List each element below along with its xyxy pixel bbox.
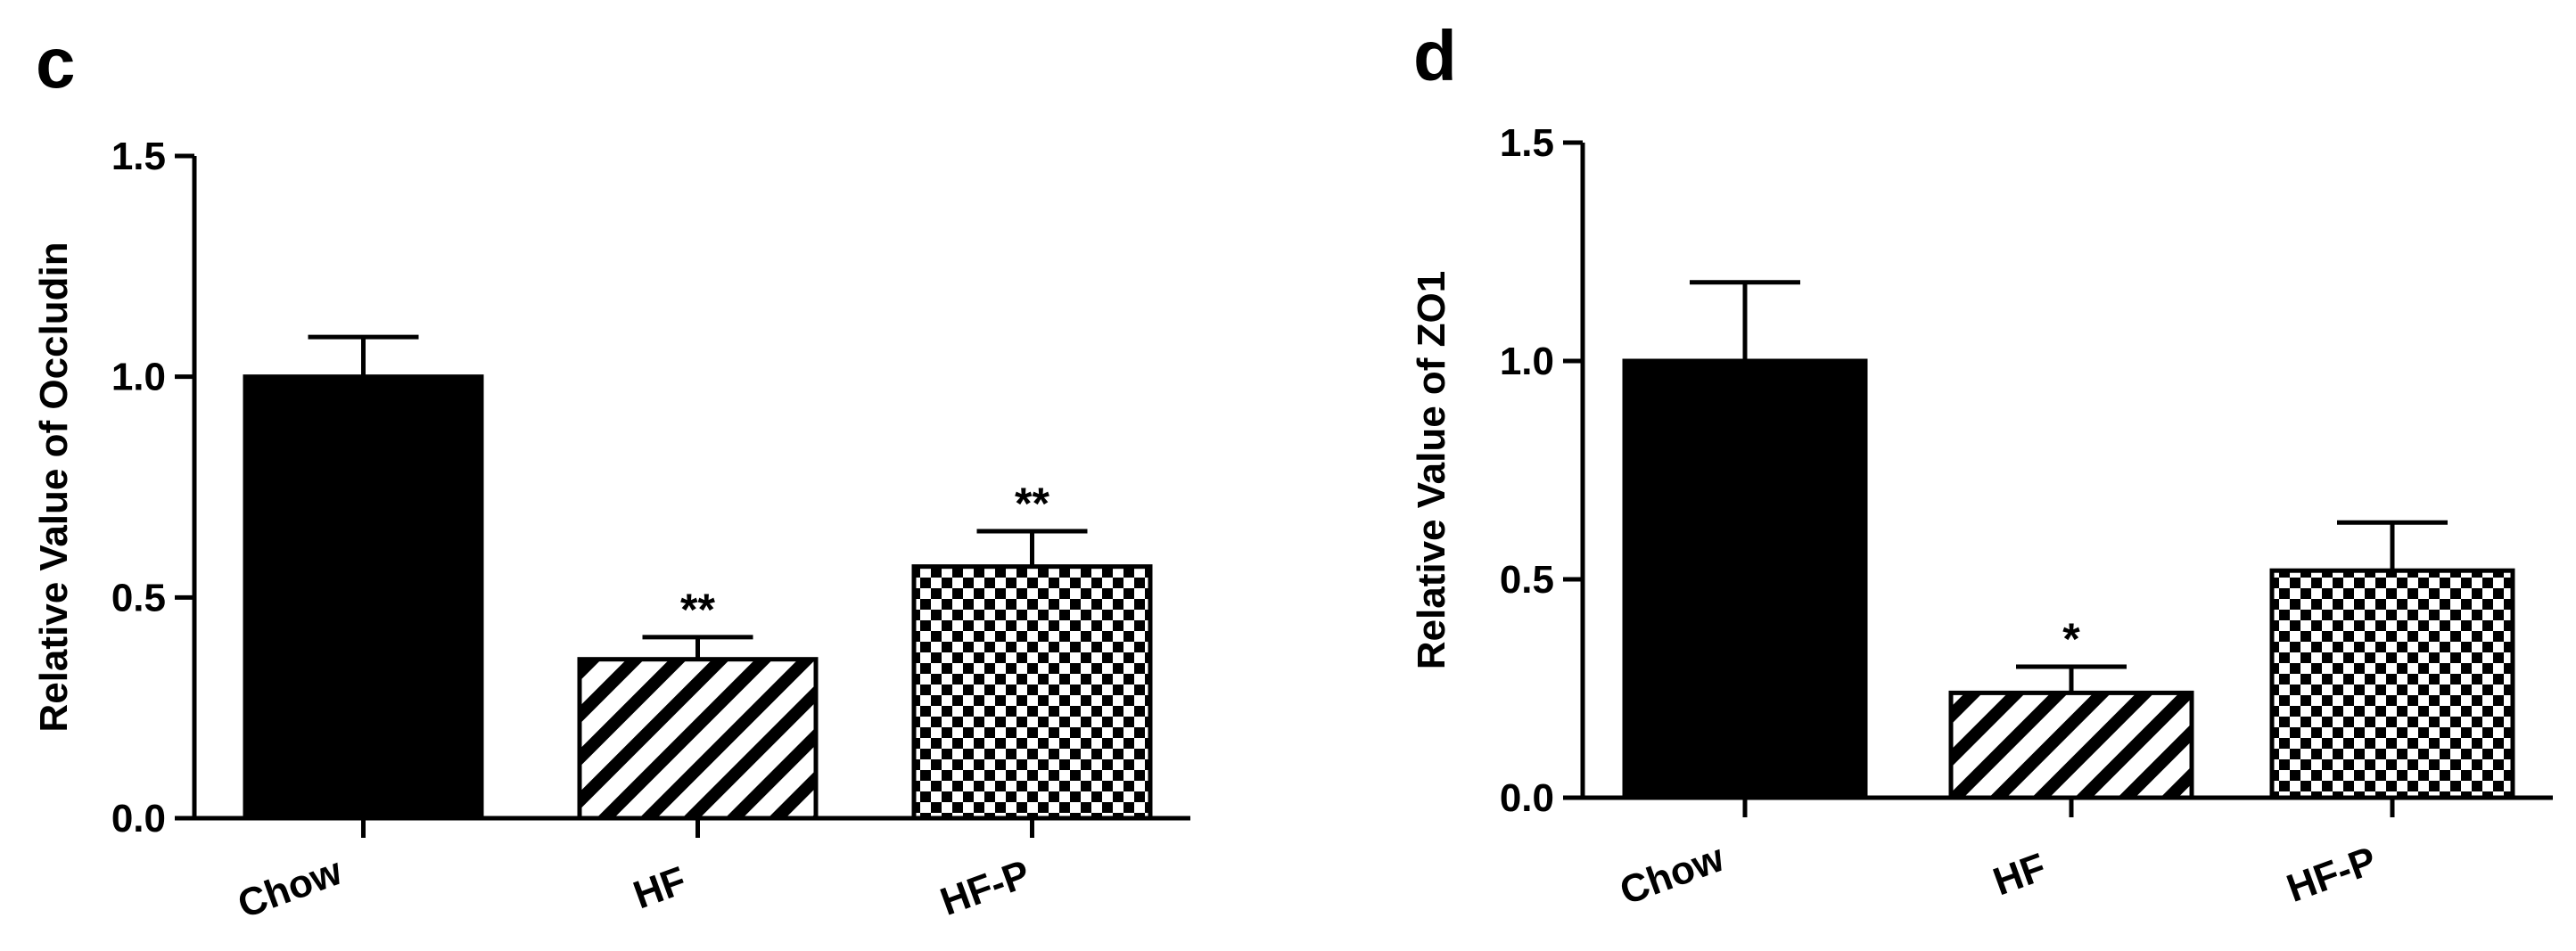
y-axis-title: Relative Value of Occludin xyxy=(32,242,76,732)
bar xyxy=(2269,568,2515,800)
y-tick-label: 1.0 xyxy=(111,356,166,399)
panel-letter: c xyxy=(36,23,76,102)
category-label: HF xyxy=(1988,845,2052,904)
y-tick-label: 0.5 xyxy=(1500,558,1554,602)
significance-label: * xyxy=(2062,614,2080,664)
bar xyxy=(911,564,1153,821)
y-tick-label: 1.5 xyxy=(111,135,166,178)
y-tick-label: 1.0 xyxy=(1500,340,1554,383)
significance-label: ** xyxy=(1015,479,1049,529)
significance-label: ** xyxy=(680,585,715,635)
category-label: HF-P xyxy=(2281,839,2382,911)
panel-d: d 0.0 0.5 1.0 1.5 Relative Value of ZO1 Chow * H… xyxy=(1410,16,2553,914)
y-tick-label: 1.5 xyxy=(1500,121,1554,165)
y-tick-label: 0.0 xyxy=(111,797,166,840)
y-tick-label: 0.5 xyxy=(111,576,166,619)
panel-c: c 0.0 0.5 1.0 1.5 Relative Value of Occludin C… xyxy=(32,23,1190,927)
bar xyxy=(243,374,484,821)
y-tick-label: 0.0 xyxy=(1500,776,1554,820)
y-axis-title: Relative Value of ZO1 xyxy=(1410,271,1453,670)
bar xyxy=(1622,358,1868,800)
category-label: HF xyxy=(628,858,692,917)
category-label: Chow xyxy=(232,849,348,927)
bar xyxy=(577,657,819,821)
panel-letter: d xyxy=(1413,16,1457,95)
category-label: Chow xyxy=(1614,836,1730,914)
category-label: HF-P xyxy=(934,852,1035,924)
bar xyxy=(1948,690,2194,800)
